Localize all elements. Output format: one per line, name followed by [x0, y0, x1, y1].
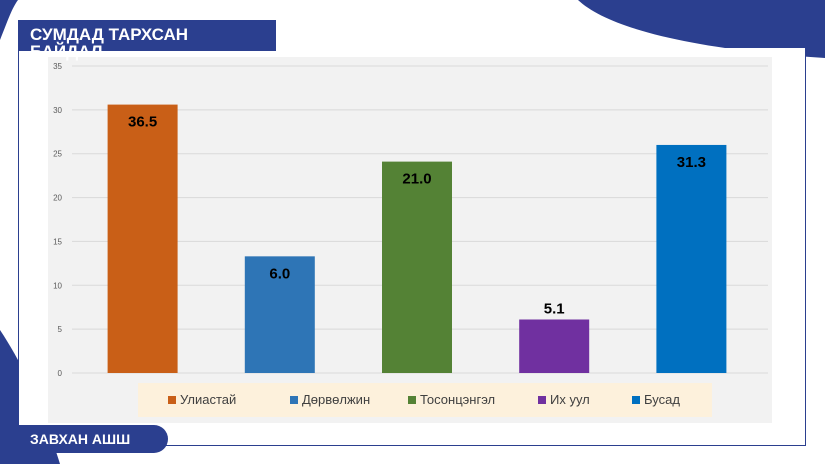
- data-label: 31.3: [677, 154, 706, 171]
- y-tick-label: 25: [53, 150, 62, 159]
- legend-label: Улиастай: [180, 392, 236, 407]
- y-tick-label: 15: [53, 237, 62, 246]
- legend-label: Их уул: [550, 392, 590, 407]
- y-tick-label: 10: [53, 281, 62, 290]
- data-label: 5.1: [544, 300, 565, 317]
- legend-label: Дөрвөлжин: [302, 392, 370, 407]
- chart-panel: 0 5 10 15 20 25 30 35 36.5 6.0 21.0 5.1 31.3 Улиаст…: [48, 57, 772, 423]
- data-labels: 36.5 6.0 21.0 5.1 31.3: [128, 114, 706, 318]
- legend-swatch: [290, 396, 298, 404]
- slide-title-banner: СУМДАД ТАРХСАН БАЙДАЛ: [18, 20, 276, 60]
- y-tick-label: 35: [53, 62, 62, 71]
- legend: Улиастай Дөрвөлжин Тосонцэнгэл Их уул Бусад: [168, 392, 680, 407]
- legend-swatch: [168, 396, 176, 404]
- bar: [519, 319, 590, 373]
- footer-label: ЗАВХАН АШШ: [18, 425, 168, 453]
- y-tick-label: 30: [53, 106, 62, 115]
- legend-swatch: [408, 396, 416, 404]
- bar: [656, 144, 727, 373]
- y-tick-label: 0: [58, 369, 63, 378]
- y-tick-label: 20: [53, 194, 62, 203]
- bar: [382, 161, 452, 373]
- bar-chart: 0 5 10 15 20 25 30 35 36.5 6.0 21.0 5.1 31.3 Улиаст…: [53, 62, 768, 417]
- legend-background: [138, 383, 712, 417]
- data-label: 36.5: [128, 114, 157, 131]
- legend-swatch: [538, 396, 546, 404]
- legend-label: Тосонцэнгэл: [420, 392, 495, 407]
- bar: [244, 256, 315, 373]
- data-label: 21.0: [402, 171, 431, 188]
- y-tick-label: 5: [58, 325, 63, 334]
- bar: [107, 104, 178, 373]
- bars: [107, 104, 727, 373]
- legend-label: Бусад: [644, 392, 680, 407]
- slide-title: СУМДАД ТАРХСАН БАЙДАЛ: [30, 25, 189, 61]
- data-label: 6.0: [269, 265, 290, 282]
- y-axis-ticks: 0 5 10 15 20 25 30 35: [53, 62, 62, 378]
- legend-swatch: [632, 396, 640, 404]
